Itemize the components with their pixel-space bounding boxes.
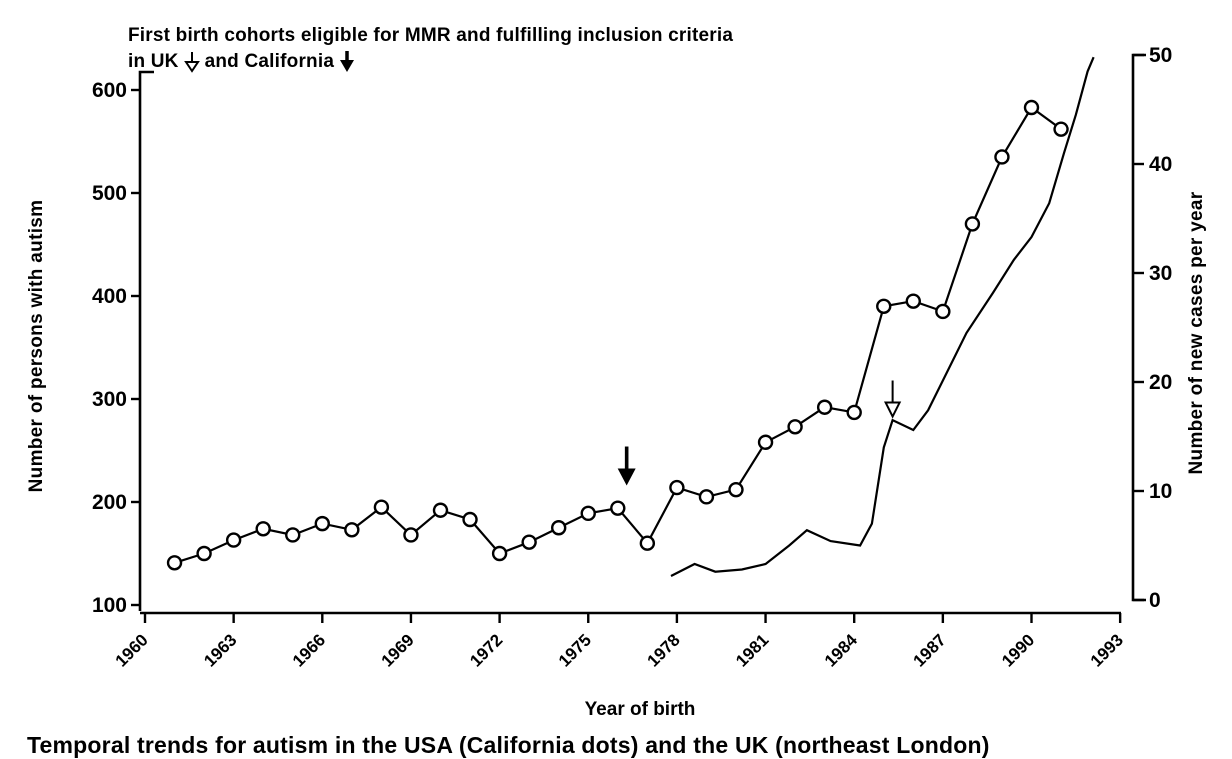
- california-data-point: [373, 499, 390, 515]
- uk-series-line: [670, 56, 1095, 577]
- annotation-line2: in UK and California: [128, 50, 733, 80]
- x-axis-tick-label: 1978: [644, 630, 684, 670]
- california-data-point: [1023, 99, 1040, 116]
- left-axis-tick-label: 200: [92, 491, 127, 514]
- x-axis-tick-label: 1987: [909, 630, 949, 670]
- california-data-point: [787, 419, 803, 435]
- x-axis-tick-label: 1972: [466, 630, 506, 670]
- california-data-point: [757, 434, 774, 450]
- california-data-point: [935, 303, 951, 320]
- california-data-point: [846, 404, 862, 421]
- california-data-point: [285, 527, 301, 543]
- annotation-line2-mid: and California: [204, 50, 335, 72]
- california-data-point: [639, 535, 656, 551]
- x-axis-tick-label: 1984: [821, 630, 862, 671]
- annotation-line2-prefix: in UK: [128, 50, 179, 72]
- left-axis-tick-label: 100: [92, 594, 127, 617]
- filled-down-arrow-icon: [339, 50, 355, 80]
- california-data-point: [462, 511, 478, 528]
- california-data-point: [344, 522, 360, 538]
- x-axis-tick-label: 1990: [998, 630, 1038, 670]
- right-axis-tick-label: 30: [1149, 262, 1172, 285]
- california-data-point: [580, 505, 596, 522]
- left-axis-tick-label: 400: [92, 285, 127, 308]
- california-data-point: [432, 502, 449, 518]
- california-data-point: [698, 489, 715, 505]
- left-axis-tick-label: 600: [92, 79, 127, 102]
- california-data-point: [816, 399, 833, 415]
- x-axis-tick-label: 1960: [112, 630, 152, 670]
- x-axis-tick-label: 1993: [1087, 630, 1127, 670]
- annotation-line1: First birth cohorts eligible for MMR and…: [128, 25, 734, 46]
- california-data-point: [166, 555, 183, 571]
- california-data-point: [728, 481, 744, 498]
- california-data-point: [964, 216, 981, 232]
- figure-annotation: First birth cohorts eligible for MMR and…: [128, 24, 733, 80]
- california-data-point: [551, 520, 567, 536]
- california-data-point: [521, 534, 537, 550]
- x-axis-tick-label: 1963: [200, 630, 240, 670]
- california-data-point: [610, 500, 626, 516]
- open-down-arrow-icon: [183, 51, 200, 80]
- open-down-arrow-marker: [883, 401, 902, 419]
- right-axis-line: [1131, 53, 1146, 602]
- right-axis-tick-label: 40: [1149, 153, 1172, 176]
- california-series-line: [174, 105, 1062, 564]
- right-axis-tick-label: 20: [1149, 371, 1172, 394]
- left-axis-tick-label: 500: [92, 182, 127, 205]
- california-data-point: [1053, 121, 1069, 137]
- california-data-point: [255, 521, 271, 537]
- x-axis-tick-label: 1966: [289, 630, 329, 670]
- california-data-point: [314, 515, 330, 532]
- x-axis-tick-label: 1975: [555, 630, 595, 670]
- left-axis-line: [138, 70, 154, 611]
- right-axis-tick-label: 10: [1149, 480, 1172, 503]
- filled-down-arrow-marker: [617, 468, 636, 486]
- right-axis-tick-label: 50: [1149, 44, 1172, 67]
- california-data-point: [196, 545, 212, 562]
- california-data-point: [225, 532, 242, 548]
- california-data-point: [876, 298, 892, 314]
- california-data-point: [905, 293, 921, 309]
- x-axis-tick-label: 1969: [378, 630, 418, 670]
- california-data-point: [994, 149, 1010, 165]
- left-axis-tick-label: 300: [92, 388, 127, 411]
- california-data-point: [403, 527, 419, 543]
- x-axis-tick-label: 1981: [732, 630, 772, 670]
- right-axis-tick-label: 0: [1149, 589, 1161, 612]
- california-data-point: [491, 545, 508, 562]
- california-data-point: [669, 479, 685, 496]
- x-axis-title: Year of birth: [584, 699, 696, 720]
